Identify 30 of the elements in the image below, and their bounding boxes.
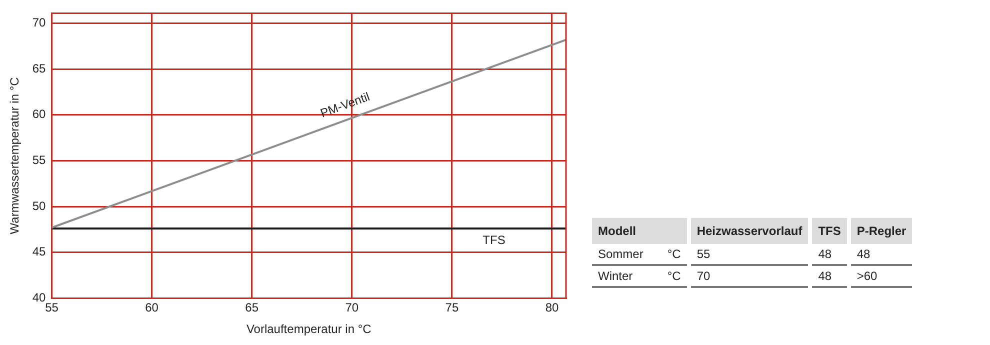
category-label: Sommer — [598, 247, 644, 261]
text: °C — [667, 269, 681, 283]
x-tick-label: 55 — [45, 300, 59, 315]
category-label: Winter — [598, 269, 633, 283]
text: 48 — [818, 269, 832, 283]
text: 48 — [818, 247, 832, 261]
x-tick-label: 70 — [345, 300, 359, 315]
x-tick-label: 65 — [245, 300, 259, 315]
category-label: Heizwasservorlauf — [690, 218, 808, 244]
category-label: Modell — [592, 218, 687, 244]
series-label: TFS — [482, 232, 506, 247]
y-axis-title: Warmwassertemperatur in °C — [8, 76, 22, 234]
y-tick-label: 70 — [32, 16, 46, 30]
y-tick-label: 65 — [32, 61, 46, 76]
text: °C — [667, 247, 681, 261]
y-tick-label: 50 — [32, 198, 46, 213]
text: >60 — [856, 269, 878, 283]
y-tick-label: 45 — [32, 244, 46, 259]
category-label: TFS — [812, 218, 847, 244]
x-tick-label: 75 — [445, 300, 459, 315]
y-tick-label: 40 — [32, 290, 46, 305]
text: 48 — [856, 247, 870, 261]
x-tick-label: 60 — [145, 300, 159, 315]
text: 70 — [696, 269, 710, 283]
text: 55 — [696, 247, 710, 261]
x-axis-title: Vorlauftemperatur in °C — [246, 322, 372, 336]
x-tick-label: 80 — [545, 300, 559, 315]
y-tick-label: 55 — [32, 153, 46, 168]
y-tick-label: 60 — [32, 107, 46, 122]
category-label: P-Regler — [850, 218, 912, 244]
